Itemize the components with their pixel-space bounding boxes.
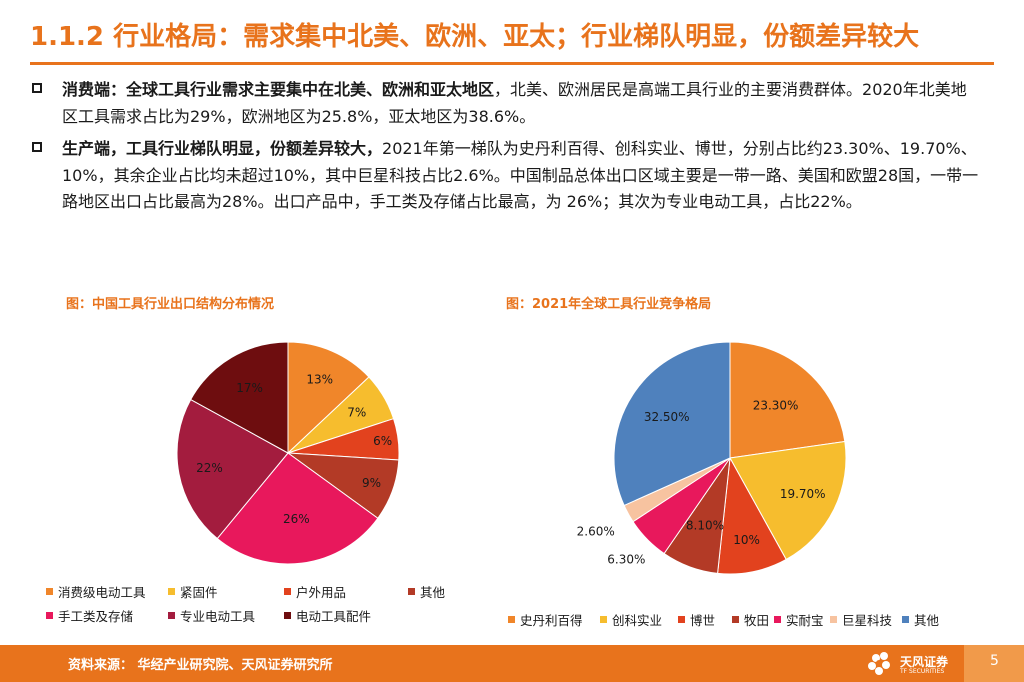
footer-bar — [0, 645, 1024, 682]
legend-label: 创科实业 — [612, 613, 663, 628]
legend-export-structure: 消费级电动工具 紧固件 户外用品 其他手工类及存储 专业电动工具 电动工具配件 — [46, 582, 466, 626]
legend-swatch — [168, 612, 175, 619]
bullet-production-lead: 生产端，工具行业梯队明显，份额差异较大， — [62, 139, 383, 158]
footer-brand-sub: TF SECURITIES — [900, 668, 945, 675]
bullet-consumption-lead: 消费端：全球工具行业需求主要集中在北美、欧洲和亚太地区 — [62, 80, 495, 99]
pie-chart-export-structure: 13% 7% 6% 9% 26% 22% 17% — [176, 341, 400, 565]
legend-label: 紧固件 — [180, 585, 218, 600]
bullet-square-icon — [32, 142, 42, 152]
legend-label: 其他 — [420, 585, 446, 600]
legend-label: 牧田 — [744, 613, 770, 628]
pie-chart-competition: 23.30% 19.70% 10% 8.10% 6.30% 2.60% 32.50% — [577, 341, 847, 575]
bullet-production-body: 2021年第一梯队为史丹利百得、创科实业、博世，分别占比约23.30%、19.7… — [62, 139, 979, 211]
slide-title: 1.1.2 行业格局：需求集中北美、欧洲、亚太；行业梯队明显，份额差异较大 — [30, 22, 920, 52]
pie-slice — [613, 341, 731, 507]
pie-data-label: 17% — [236, 381, 263, 395]
pie-data-label: 22% — [196, 461, 223, 475]
bullet-production: 生产端，工具行业梯队明显，份额差异较大，2021年第一梯队为史丹利百得、创科实业… — [32, 136, 982, 216]
legend-swatch — [508, 616, 515, 623]
legend-label: 电动工具配件 — [296, 609, 372, 624]
legend-swatch — [732, 616, 739, 623]
legend-item: 创科实业 — [600, 610, 662, 629]
footer-source: 资料来源： 华经产业研究院、天风证券研究所 — [68, 658, 333, 673]
bullet-square-icon — [32, 83, 42, 93]
pie-data-label: 19.70% — [780, 487, 826, 501]
legend-label: 巨星科技 — [842, 613, 893, 628]
pie-data-label: 7% — [347, 405, 366, 419]
legend-item: 专业电动工具 — [168, 606, 255, 625]
pie-data-label: 9% — [362, 476, 381, 490]
legend-swatch — [46, 612, 53, 619]
legend-competition: 史丹利百得 创科实业 博世 牧田 实耐宝 巨星科技 其他 — [508, 610, 968, 630]
legend-label: 专业电动工具 — [180, 609, 256, 624]
legend-swatch — [284, 612, 291, 619]
legend-item: 牧田 — [732, 610, 769, 629]
legend-swatch — [46, 588, 53, 595]
legend-item: 其他 — [902, 610, 939, 629]
chart-title-export-structure: 图：中国工具行业出口结构分布情况 — [66, 297, 275, 312]
pie-slice — [729, 341, 846, 459]
legend-swatch — [408, 588, 415, 595]
legend-swatch — [600, 616, 607, 623]
legend-label: 史丹利百得 — [520, 613, 583, 628]
pie-slice — [176, 398, 289, 540]
flower-logo-icon — [868, 652, 890, 675]
pie-data-label: 6% — [373, 434, 392, 448]
legend-item: 手工类及存储 — [46, 606, 133, 625]
legend-swatch — [168, 588, 175, 595]
pie-data-label: 32.50% — [644, 410, 690, 424]
pie-slice — [190, 341, 289, 454]
pie-data-label: 8.10% — [686, 518, 724, 532]
legend-label: 博世 — [690, 613, 716, 628]
legend-item: 实耐宝 — [774, 610, 824, 629]
pie-data-label: 6.30% — [607, 552, 645, 566]
legend-item: 紧固件 — [168, 582, 218, 601]
legend-label: 消费级电动工具 — [58, 585, 146, 600]
legend-swatch — [830, 616, 837, 623]
bullet-consumption: 消费端：全球工具行业需求主要集中在北美、欧洲和亚太地区，北美、欧洲居民是高端工具… — [32, 77, 982, 130]
pie-slice — [216, 452, 379, 565]
legend-item: 电动工具配件 — [284, 606, 371, 625]
bullet-consumption-body: ，北美、欧洲居民是高端工具行业的主要消费群体。2020年北美地区工具需求占比为2… — [62, 80, 967, 126]
legend-label: 其他 — [914, 613, 940, 628]
legend-label: 手工类及存储 — [58, 609, 134, 624]
legend-item: 消费级电动工具 — [46, 582, 146, 601]
chart-title-competition: 图：2021年全球工具行业竞争格局 — [506, 297, 712, 312]
legend-item: 其他 — [408, 582, 445, 601]
legend-item: 户外用品 — [284, 582, 346, 601]
legend-swatch — [284, 588, 291, 595]
pie-slice — [287, 341, 370, 455]
pie-data-label: 13% — [306, 373, 333, 387]
pie-slice — [729, 440, 847, 561]
legend-item: 史丹利百得 — [508, 610, 583, 629]
legend-item: 巨星科技 — [830, 610, 892, 629]
legend-label: 户外用品 — [296, 585, 347, 600]
title-divider — [30, 62, 994, 65]
legend-swatch — [774, 616, 781, 623]
legend-item: 博世 — [678, 610, 715, 629]
pie-data-label: 26% — [283, 512, 310, 526]
pie-data-label: 23.30% — [753, 398, 799, 412]
legend-swatch — [678, 616, 685, 623]
pie-data-label: 10% — [733, 533, 760, 547]
legend-label: 实耐宝 — [786, 613, 824, 628]
footer-accent — [964, 645, 1024, 682]
legend-swatch — [902, 616, 909, 623]
footer-brand: 天风证券 — [900, 655, 949, 669]
page-number: 5 — [990, 653, 999, 669]
pie-data-label: 2.60% — [577, 525, 615, 539]
